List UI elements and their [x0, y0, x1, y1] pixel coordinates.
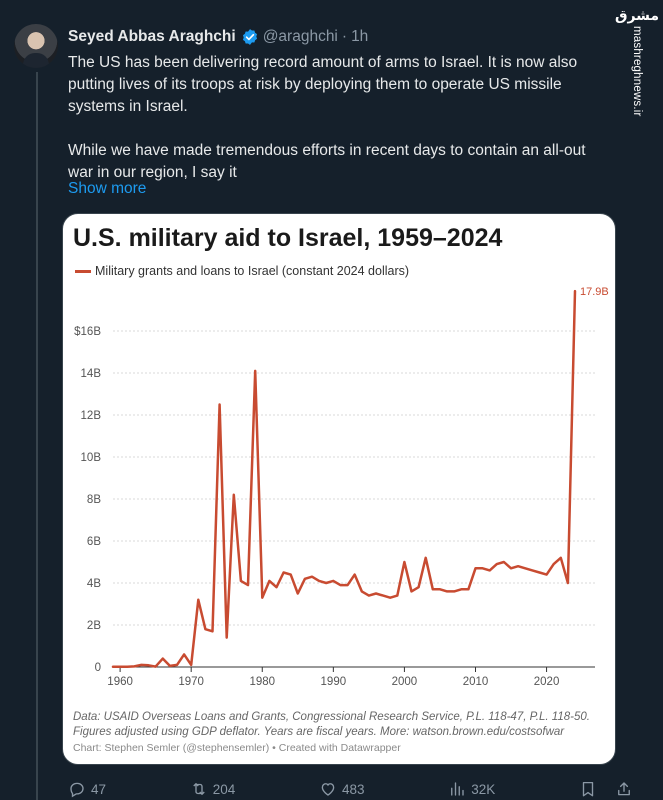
- like-count: 483: [342, 781, 365, 797]
- y-tick-label: 6B: [87, 536, 101, 548]
- legend-swatch: [75, 269, 91, 273]
- y-tick-label: $16B: [74, 326, 101, 338]
- y-tick-label: 14B: [81, 368, 102, 380]
- like-button[interactable]: 483: [319, 780, 365, 798]
- tweet-actions-right: [579, 780, 633, 798]
- share-icon[interactable]: [615, 780, 633, 798]
- chart-source-note: Data: USAID Overseas Loans and Grants, C…: [73, 711, 590, 738]
- y-tick-label: 8B: [87, 494, 101, 506]
- chart-credit: Chart: Stephen Semler (@stephensemler) •…: [73, 742, 401, 754]
- x-tick-label: 2000: [392, 676, 418, 688]
- timestamp[interactable]: 1h: [351, 28, 369, 45]
- repost-button[interactable]: 204: [190, 780, 236, 798]
- reply-icon: [70, 782, 84, 798]
- chart-legend: Military grants and loans to Israel (con…: [75, 264, 409, 278]
- views-chart-icon: [451, 782, 464, 796]
- repost-count: 204: [212, 781, 236, 797]
- header-separator: ·: [341, 28, 348, 45]
- tweet-header: Seyed Abbas Araghchi @araghchi · 1h: [68, 28, 368, 46]
- chart-image-card[interactable]: U.S. military aid to Israel, 1959–2024 M…: [62, 213, 616, 765]
- heart-icon: [321, 783, 335, 796]
- tweet-paragraph-2: While we have made tremendous efforts in…: [68, 142, 586, 181]
- x-tick-label: 1960: [107, 676, 133, 688]
- verified-badge-icon: [242, 29, 257, 45]
- tweet-actions: 47 204 483 32K: [68, 778, 633, 800]
- watermark: مشرق mashreghnews.ir: [615, 8, 659, 128]
- y-tick-label: 4B: [87, 578, 101, 590]
- repost-icon: [193, 783, 205, 795]
- thread-line: [36, 72, 38, 800]
- reply-button[interactable]: 47: [68, 780, 106, 798]
- tweet-paragraph-1: The US has been delivering record amount…: [68, 54, 578, 115]
- series-line-military-aid: [111, 289, 577, 669]
- end-value-label: 17.9B: [580, 286, 609, 298]
- y-tick-label: 12B: [81, 410, 102, 422]
- chart-title: U.S. military aid to Israel, 1959–2024: [73, 224, 503, 252]
- y-tick-label: 0: [95, 662, 101, 674]
- x-tick-label: 1990: [321, 676, 347, 688]
- watermark-logo: مشرق: [614, 7, 660, 23]
- x-tick-label: 1980: [249, 676, 275, 688]
- x-tick-label: 2020: [534, 676, 560, 688]
- views-button[interactable]: 32K: [448, 780, 495, 798]
- watermark-site: mashreghnews.ir: [631, 26, 643, 117]
- show-more-link[interactable]: Show more: [68, 180, 147, 197]
- y-tick-label: 2B: [87, 620, 101, 632]
- y-tick-label: 10B: [81, 452, 102, 464]
- tweet-text: The US has been delivering record amount…: [68, 52, 608, 184]
- legend-label: Military grants and loans to Israel (con…: [95, 264, 410, 278]
- line-chart: 0 2B 4B 6B 8B 10B 12B 14B $16B 1960 1970 1980 1990 20…: [74, 286, 609, 688]
- bookmark-icon[interactable]: [579, 780, 597, 798]
- reply-count: 47: [91, 781, 107, 797]
- author-name[interactable]: Seyed Abbas Araghchi: [68, 28, 236, 45]
- avatar[interactable]: [14, 24, 58, 68]
- x-tick-label: 2010: [463, 676, 489, 688]
- author-handle[interactable]: @araghchi: [262, 28, 338, 45]
- views-count: 32K: [471, 781, 496, 797]
- x-tick-label: 1970: [178, 676, 204, 688]
